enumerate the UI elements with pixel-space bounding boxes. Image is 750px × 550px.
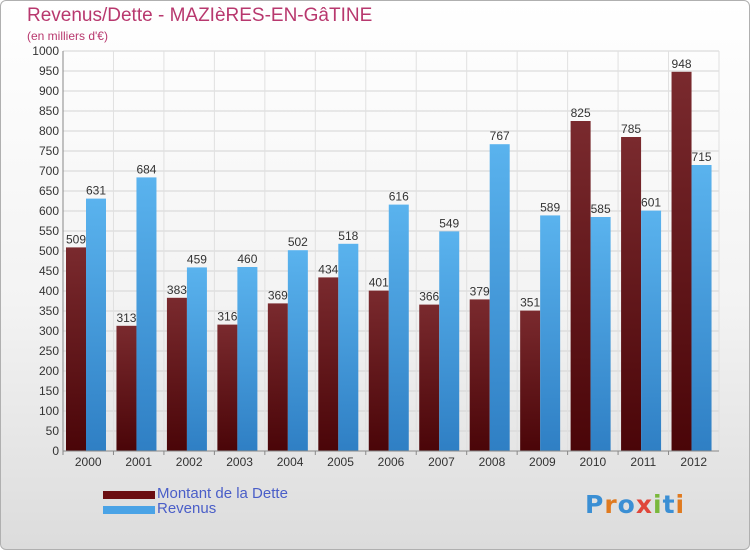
y-tick-label: 200 bbox=[39, 364, 59, 378]
y-tick-label: 550 bbox=[39, 224, 59, 238]
data-label-dette: 825 bbox=[571, 106, 591, 120]
x-tick-label: 2005 bbox=[327, 455, 354, 469]
x-tick-label: 2001 bbox=[125, 455, 152, 469]
x-tick-label: 2008 bbox=[479, 455, 506, 469]
data-label-revenus: 502 bbox=[288, 235, 308, 249]
y-tick-label: 50 bbox=[46, 424, 60, 438]
data-label-revenus: 459 bbox=[187, 252, 207, 266]
bar-dette bbox=[116, 325, 137, 451]
y-tick-label: 1000 bbox=[32, 44, 59, 58]
data-label-revenus: 601 bbox=[641, 196, 661, 210]
bar-dette bbox=[217, 324, 238, 451]
x-tick-label: 2003 bbox=[226, 455, 253, 469]
y-tick-label: 750 bbox=[39, 144, 59, 158]
legend-label-revenus: Revenus bbox=[157, 500, 217, 517]
data-label-revenus: 631 bbox=[86, 184, 106, 198]
data-label-dette: 948 bbox=[672, 57, 692, 71]
y-tick-label: 850 bbox=[39, 104, 59, 118]
y-tick-label: 150 bbox=[39, 384, 59, 398]
legend-swatch-revenus bbox=[103, 506, 155, 514]
data-label-dette: 351 bbox=[520, 296, 540, 310]
y-tick-label: 350 bbox=[39, 304, 59, 318]
bar-revenus bbox=[691, 165, 712, 451]
y-tick-label: 450 bbox=[39, 264, 59, 278]
bar-dette bbox=[469, 299, 490, 451]
data-label-revenus: 518 bbox=[338, 229, 358, 243]
legend-label-dette: Montant de la Dette bbox=[157, 485, 288, 502]
data-label-dette: 434 bbox=[318, 262, 338, 276]
bar-dette bbox=[318, 277, 339, 451]
data-label-revenus: 767 bbox=[490, 129, 510, 143]
y-tick-label: 0 bbox=[52, 444, 59, 458]
y-tick-label: 400 bbox=[39, 284, 59, 298]
data-label-revenus: 585 bbox=[591, 202, 611, 216]
y-tick-label: 500 bbox=[39, 244, 59, 258]
x-tick-label: 2002 bbox=[176, 455, 203, 469]
data-label-revenus: 616 bbox=[389, 190, 409, 204]
bar-revenus bbox=[388, 204, 409, 451]
x-tick-label: 2009 bbox=[529, 455, 556, 469]
data-label-dette: 316 bbox=[217, 310, 237, 324]
x-tick-label: 2000 bbox=[75, 455, 102, 469]
bar-revenus bbox=[540, 215, 561, 451]
x-tick-label: 2010 bbox=[579, 455, 606, 469]
x-tick-label: 2006 bbox=[378, 455, 405, 469]
bar-dette bbox=[570, 121, 591, 451]
y-tick-label: 800 bbox=[39, 124, 59, 138]
data-label-revenus: 684 bbox=[136, 162, 156, 176]
chart-title: Revenus/Dette - MAZIèRES-EN-GâTINE bbox=[27, 5, 373, 26]
axis-layer: 0 50 100 150 200 250 300 350 400 450 500 550 600 650 7… bbox=[32, 44, 719, 469]
chart-subtitle: (en milliers d'€) bbox=[27, 29, 108, 43]
bar-revenus bbox=[338, 243, 359, 451]
data-label-dette: 401 bbox=[369, 276, 389, 290]
y-tick-label: 250 bbox=[39, 344, 59, 358]
data-label-dette: 383 bbox=[167, 283, 187, 297]
bar-revenus bbox=[136, 177, 157, 451]
data-label-dette: 509 bbox=[66, 232, 86, 246]
data-label-dette: 785 bbox=[621, 122, 641, 136]
data-label-revenus: 589 bbox=[540, 200, 560, 214]
y-tick-label: 300 bbox=[39, 324, 59, 338]
legend-swatch-dette bbox=[103, 491, 155, 499]
bar-revenus bbox=[186, 267, 207, 451]
bar-dette bbox=[419, 304, 440, 451]
bar-revenus bbox=[237, 267, 258, 451]
data-label-revenus: 549 bbox=[439, 216, 459, 230]
y-tick-label: 950 bbox=[39, 64, 59, 78]
y-tick-label: 600 bbox=[39, 204, 59, 218]
bar-revenus bbox=[439, 231, 460, 451]
data-label-dette: 379 bbox=[470, 284, 490, 298]
data-label-dette: 366 bbox=[419, 290, 439, 304]
data-label-dette: 313 bbox=[116, 311, 136, 325]
x-tick-label: 2011 bbox=[630, 455, 656, 469]
y-tick-label: 650 bbox=[39, 184, 59, 198]
proxiti-logo: Proxiti bbox=[585, 490, 686, 519]
data-label-revenus: 460 bbox=[237, 252, 257, 266]
bar-dette bbox=[166, 297, 187, 451]
bar-revenus bbox=[489, 144, 510, 451]
bar-dette bbox=[368, 290, 389, 451]
label-layer: 509 631 313 684 383 459 316 460 369 502 434 518 401 6… bbox=[66, 57, 712, 325]
bar-dette bbox=[66, 247, 86, 451]
bar-revenus bbox=[641, 210, 662, 451]
x-tick-label: 2012 bbox=[680, 455, 707, 469]
y-tick-label: 900 bbox=[39, 84, 59, 98]
bar-dette bbox=[520, 310, 541, 451]
data-label-revenus: 715 bbox=[692, 150, 712, 164]
bar-layer bbox=[66, 71, 712, 452]
bar-revenus bbox=[590, 217, 611, 451]
bar-revenus bbox=[287, 250, 308, 451]
data-label-dette: 369 bbox=[268, 288, 288, 302]
y-tick-label: 100 bbox=[39, 404, 59, 418]
bar-revenus bbox=[86, 198, 106, 451]
bar-dette bbox=[267, 303, 288, 451]
x-tick-label: 2004 bbox=[277, 455, 304, 469]
x-tick-label: 2007 bbox=[428, 455, 455, 469]
y-tick-label: 700 bbox=[39, 164, 59, 178]
bar-dette bbox=[671, 71, 692, 452]
bar-dette bbox=[621, 137, 642, 451]
